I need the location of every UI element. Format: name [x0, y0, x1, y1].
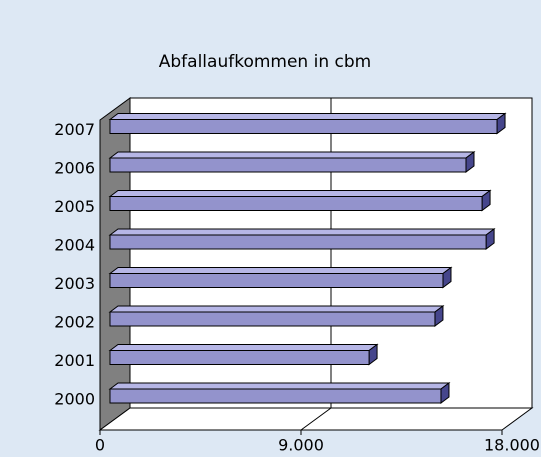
- bar-front: [109, 157, 467, 173]
- y-tick-label: 2005: [54, 197, 95, 216]
- bar: [108, 151, 476, 173]
- bar-front: [109, 311, 436, 327]
- bar-top: [108, 344, 379, 351]
- x-tick-label: 18.000: [484, 436, 540, 455]
- bar-top: [108, 113, 507, 120]
- grid-line: [300, 407, 332, 431]
- bar-front: [109, 350, 370, 365]
- y-tick-label: 2002: [54, 313, 95, 332]
- bar-top: [108, 382, 451, 390]
- bar: [108, 382, 451, 404]
- y-tick-label: 2006: [54, 159, 95, 178]
- y-tick-label: 2003: [54, 274, 95, 293]
- y-tick-label: 2004: [54, 236, 95, 255]
- y-tick-label: 2001: [54, 351, 95, 370]
- bar: [108, 228, 496, 250]
- bar-front: [109, 196, 483, 211]
- bar: [108, 189, 492, 212]
- bar: [108, 266, 453, 289]
- bar-front: [109, 388, 442, 404]
- side-wall: [99, 97, 131, 431]
- x-tick-label: 9.000: [278, 436, 324, 455]
- bar-front: [109, 119, 498, 134]
- bar: [108, 305, 445, 327]
- bar-top: [108, 228, 496, 236]
- bar-front: [109, 273, 444, 288]
- y-tick-label: 2000: [54, 390, 95, 409]
- bar: [108, 112, 507, 135]
- x-tick-label: 0: [95, 436, 105, 455]
- bar-top: [108, 267, 453, 274]
- bar-top: [108, 305, 445, 313]
- chart-title: Abfallaufkommen in cbm: [159, 52, 371, 72]
- y-tick-label: 2007: [54, 120, 95, 139]
- bar-top: [108, 151, 476, 159]
- bar-top: [108, 190, 492, 197]
- bar: [108, 343, 379, 366]
- bar-front: [109, 234, 487, 250]
